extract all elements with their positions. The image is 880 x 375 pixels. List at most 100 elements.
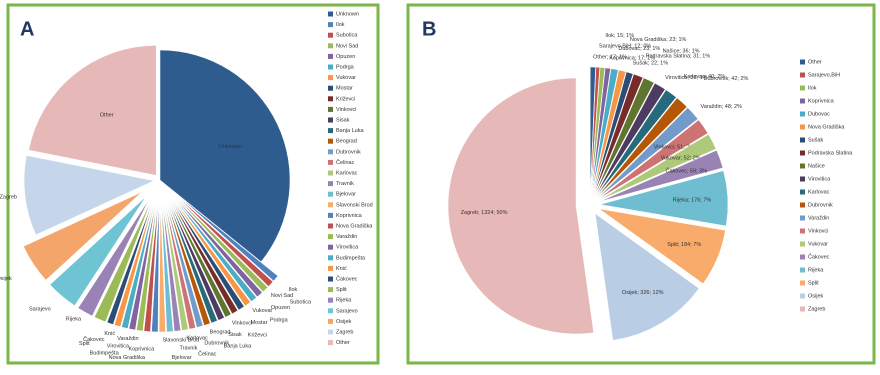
legend-swatch bbox=[328, 43, 333, 49]
legend-label: Varaždin bbox=[336, 234, 357, 240]
legend-label: Podravska Slatina bbox=[808, 150, 853, 156]
slice-label: Mostar bbox=[251, 320, 268, 326]
pie-slice bbox=[590, 67, 606, 196]
slice-label: Rijeka bbox=[66, 317, 82, 323]
legend-label: Ilok bbox=[336, 22, 345, 28]
data-label: Dubovac; 23; 1% bbox=[618, 46, 660, 52]
legend-swatch bbox=[800, 72, 805, 78]
legend-swatch bbox=[328, 64, 333, 70]
legend-swatch bbox=[328, 308, 333, 314]
data-label: Other; 17; 1% bbox=[593, 54, 627, 60]
slice-label: Knić bbox=[104, 331, 115, 337]
pie-slice bbox=[591, 68, 619, 196]
pie-slice bbox=[172, 197, 251, 307]
legend-label: Osijek bbox=[808, 293, 824, 299]
pie-slice bbox=[94, 200, 152, 323]
legend-swatch bbox=[800, 98, 805, 104]
pie-slice bbox=[174, 196, 263, 298]
legend-label: Bjelovar bbox=[336, 192, 356, 198]
legend-label: Karlovac bbox=[808, 189, 830, 195]
legend-swatch bbox=[800, 85, 805, 91]
data-label: Čakovec; 59; 3% bbox=[665, 167, 707, 174]
pie-slice bbox=[113, 201, 155, 328]
legend-label: Nova Gradiška bbox=[336, 223, 373, 229]
pie-slice bbox=[166, 200, 211, 326]
pie-slice bbox=[167, 200, 218, 324]
slice-label: Unknown bbox=[219, 144, 242, 150]
data-label: Sarajevo,BiH; 12; 0% bbox=[599, 44, 651, 50]
legend-swatch bbox=[328, 297, 333, 303]
pie-slice bbox=[590, 66, 601, 196]
data-label: Zagreb; 1324; 50% bbox=[461, 210, 508, 216]
legend-swatch bbox=[328, 202, 333, 208]
legend-swatch bbox=[328, 128, 333, 134]
legend-label: Vinkovci bbox=[336, 107, 356, 113]
data-label: Sušak; 22; 1% bbox=[633, 61, 669, 67]
pie-slice bbox=[170, 199, 239, 315]
pie-slice bbox=[173, 197, 257, 302]
legend-label: Beograd bbox=[336, 139, 357, 145]
slice-label: Opuzen bbox=[271, 305, 290, 311]
data-label: Split; 184; 7% bbox=[667, 242, 701, 248]
legend-swatch bbox=[328, 96, 333, 102]
legend-swatch bbox=[328, 244, 333, 250]
legend-swatch bbox=[328, 53, 333, 59]
data-label: Podravska Slatina; 31; 1% bbox=[646, 54, 711, 60]
data-label: Dubrovnik; 42; 2% bbox=[703, 76, 748, 82]
legend-swatch bbox=[800, 59, 805, 65]
legend-label: Slavonski Brod bbox=[336, 202, 373, 208]
pie-slice bbox=[596, 97, 688, 198]
slice-label: Budimpešta bbox=[90, 351, 120, 357]
slice-label: Novi Sad bbox=[271, 293, 293, 299]
data-label: Vukovar; 52; 2% bbox=[661, 155, 701, 161]
pie-slice bbox=[598, 133, 717, 201]
legend-swatch bbox=[800, 241, 805, 247]
pie-slice bbox=[597, 107, 699, 199]
legend-label: Koprivnica bbox=[336, 213, 363, 219]
legend-label: Sarajevo,BiH bbox=[808, 72, 840, 78]
legend-label: Dubrovnik bbox=[336, 149, 361, 155]
legend-label: Other bbox=[336, 340, 350, 346]
data-label: Rijeka; 176; 7% bbox=[673, 197, 712, 203]
legend-swatch bbox=[800, 124, 805, 130]
legend-swatch bbox=[328, 234, 333, 240]
legend-label: Zagreb bbox=[336, 329, 353, 335]
legend-swatch bbox=[328, 181, 333, 187]
pie-slice bbox=[158, 201, 166, 333]
legend-swatch bbox=[328, 223, 333, 229]
legend-label: Knić bbox=[336, 266, 347, 272]
pie-slice bbox=[168, 200, 225, 321]
legend-swatch bbox=[328, 255, 333, 261]
legend-swatch bbox=[328, 138, 333, 144]
legend-label: Budimpešta bbox=[336, 255, 366, 261]
legend-label: Banja Luka bbox=[336, 128, 364, 134]
pie-slice bbox=[28, 45, 157, 176]
pie-slice bbox=[23, 155, 155, 236]
pie-slice bbox=[592, 69, 627, 196]
legend-swatch bbox=[328, 117, 333, 123]
legend-swatch bbox=[800, 137, 805, 143]
slice-label: Virovitica bbox=[107, 344, 130, 350]
legend-label: Rijeka bbox=[808, 267, 824, 273]
slice-label: Vukovar bbox=[252, 308, 272, 314]
legend-label: Rijeka bbox=[336, 298, 352, 304]
legend-label: Split bbox=[808, 280, 819, 286]
legend-label: Opuzen bbox=[336, 54, 355, 60]
data-label: Našice; 36; 1% bbox=[663, 49, 700, 55]
legend-swatch bbox=[800, 189, 805, 195]
legend-label: Vukovar bbox=[808, 241, 828, 247]
legend-swatch bbox=[328, 276, 333, 282]
legend-label: Vinkovci bbox=[808, 228, 828, 234]
legend-label: Mostar bbox=[336, 86, 353, 92]
legend-label: Podrga bbox=[336, 64, 355, 70]
legend-swatch bbox=[328, 75, 333, 81]
legend-label: Osijek bbox=[336, 319, 352, 325]
legend-swatch bbox=[800, 202, 805, 208]
pie-slice bbox=[161, 201, 174, 333]
legend-swatch bbox=[328, 318, 333, 324]
legend-label: Ilok bbox=[808, 85, 817, 91]
slice-label: Bjelovar bbox=[172, 355, 192, 361]
pie-slice bbox=[176, 194, 279, 282]
legend-swatch bbox=[800, 280, 805, 286]
slice-label: Čelinac bbox=[198, 350, 217, 357]
